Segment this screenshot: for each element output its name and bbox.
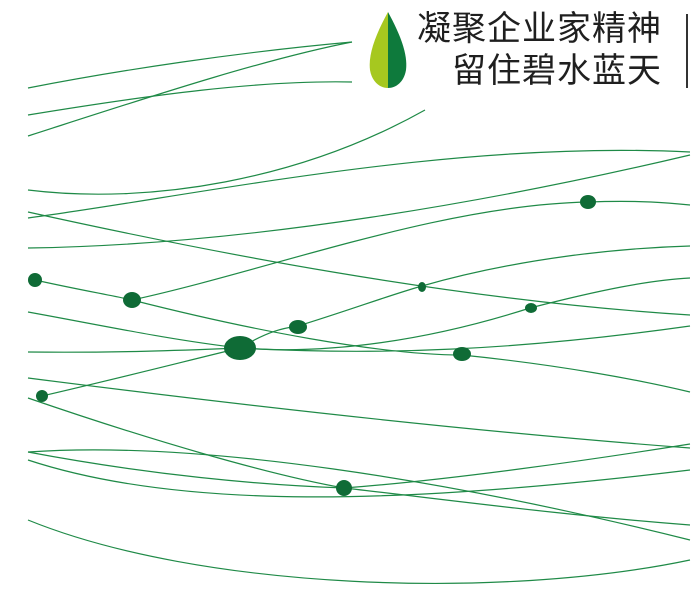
network-dot [525,303,537,313]
network-dot [224,336,256,360]
curve-line [27,149,691,219]
slogan-title: 凝聚企业家精神 留住碧水蓝天 [412,8,662,92]
curve-line [34,279,691,393]
network-dots [28,195,596,496]
curve-line [27,451,691,526]
network-dot [453,347,471,361]
vertical-divider [686,14,688,88]
network-dot [580,195,596,209]
network-dot [418,282,426,292]
slogan-line-1: 凝聚企业家精神 [417,9,662,49]
network-dot [36,390,48,402]
network-dot [289,320,307,334]
curve-line [27,81,353,116]
slogan-line-2: 留住碧水蓝天 [452,51,662,91]
curve-line [27,397,691,489]
curve-line [27,449,691,541]
network-dot [123,292,141,308]
curve-line [27,109,426,195]
curve-line [27,519,691,584]
leaf-drop-icon [369,12,407,88]
curve-line [27,459,691,498]
curve-line [27,41,353,89]
curve-line [41,325,691,397]
curve-line [27,154,691,249]
curve-line [131,200,691,301]
network-dot [336,480,352,496]
curve-line [27,245,691,353]
curve-line [27,211,691,316]
curve-line [27,277,691,351]
curve-line [27,41,353,137]
curve-lines [27,41,691,584]
curve-line [27,377,691,449]
network-dot [28,273,42,287]
